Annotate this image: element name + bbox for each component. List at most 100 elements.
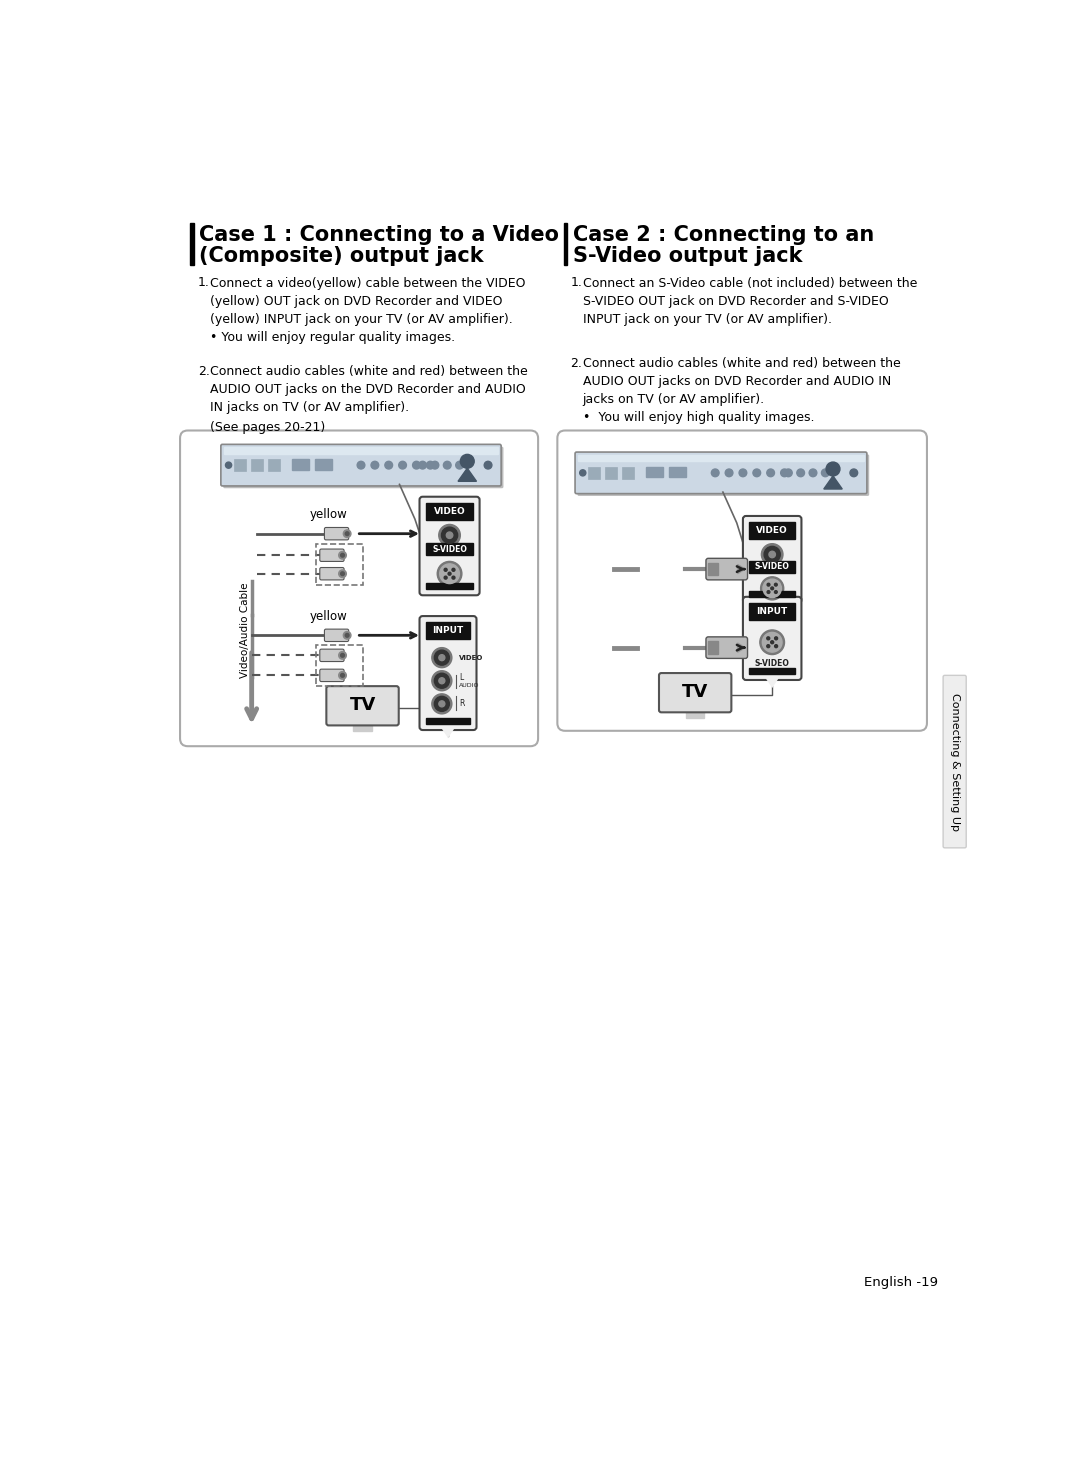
Bar xyxy=(589,466,600,479)
Circle shape xyxy=(739,469,746,476)
Circle shape xyxy=(440,564,459,584)
Circle shape xyxy=(809,469,816,476)
Bar xyxy=(750,560,795,573)
Bar xyxy=(708,641,717,654)
Bar xyxy=(314,459,332,470)
Circle shape xyxy=(774,645,778,648)
Circle shape xyxy=(339,551,347,559)
Circle shape xyxy=(442,528,458,544)
FancyBboxPatch shape xyxy=(320,669,345,682)
FancyBboxPatch shape xyxy=(419,616,476,731)
Circle shape xyxy=(767,645,770,648)
Text: Case 2 : Connecting to an: Case 2 : Connecting to an xyxy=(572,225,874,245)
Bar xyxy=(708,563,717,575)
Circle shape xyxy=(432,648,451,667)
Bar xyxy=(750,591,795,597)
FancyBboxPatch shape xyxy=(557,431,927,731)
Circle shape xyxy=(767,469,774,476)
Circle shape xyxy=(434,697,449,711)
Circle shape xyxy=(432,694,451,714)
Text: S-Video output jack: S-Video output jack xyxy=(572,247,802,266)
Circle shape xyxy=(357,462,365,469)
Text: INPUT: INPUT xyxy=(757,607,787,616)
Bar xyxy=(646,466,663,478)
Circle shape xyxy=(767,637,770,639)
Polygon shape xyxy=(824,476,842,490)
Text: Connecting & Setting Up: Connecting & Setting Up xyxy=(949,692,960,831)
Circle shape xyxy=(797,469,805,476)
Circle shape xyxy=(340,553,345,557)
Circle shape xyxy=(484,462,491,469)
Bar xyxy=(750,522,795,539)
Circle shape xyxy=(444,576,447,579)
Circle shape xyxy=(340,673,345,678)
Circle shape xyxy=(431,462,438,469)
Circle shape xyxy=(346,634,349,637)
Bar xyxy=(750,603,795,620)
Circle shape xyxy=(761,544,783,566)
FancyBboxPatch shape xyxy=(326,686,399,725)
Text: yellow: yellow xyxy=(310,509,348,522)
Circle shape xyxy=(774,591,778,594)
Circle shape xyxy=(438,701,445,707)
Text: yellow: yellow xyxy=(310,610,348,623)
Circle shape xyxy=(769,551,775,557)
Polygon shape xyxy=(442,728,455,736)
Bar xyxy=(316,644,363,686)
Bar xyxy=(292,459,309,470)
Bar xyxy=(426,584,473,589)
FancyBboxPatch shape xyxy=(320,650,345,662)
Circle shape xyxy=(372,462,379,469)
FancyBboxPatch shape xyxy=(320,567,345,581)
Bar xyxy=(138,176,970,238)
Text: VIDEO: VIDEO xyxy=(459,654,483,660)
Bar xyxy=(426,542,473,556)
FancyBboxPatch shape xyxy=(706,559,747,579)
Text: Case 1 : Connecting to a Video: Case 1 : Connecting to a Video xyxy=(200,225,559,245)
Circle shape xyxy=(346,532,349,535)
Text: L: L xyxy=(459,673,463,682)
FancyBboxPatch shape xyxy=(575,453,867,494)
Circle shape xyxy=(767,591,770,594)
Circle shape xyxy=(339,570,347,578)
Bar xyxy=(622,466,634,479)
Bar xyxy=(578,456,864,462)
Circle shape xyxy=(762,632,782,653)
Circle shape xyxy=(771,587,773,589)
Text: VIDEO: VIDEO xyxy=(756,526,788,535)
FancyBboxPatch shape xyxy=(221,444,501,487)
Circle shape xyxy=(453,569,455,572)
Text: TV: TV xyxy=(683,684,708,701)
FancyBboxPatch shape xyxy=(659,673,731,713)
FancyBboxPatch shape xyxy=(578,454,869,495)
Polygon shape xyxy=(738,564,745,573)
Text: 1.: 1. xyxy=(198,276,210,290)
Circle shape xyxy=(446,532,453,538)
Circle shape xyxy=(453,576,455,579)
Circle shape xyxy=(413,462,420,469)
Circle shape xyxy=(437,562,462,587)
Circle shape xyxy=(444,462,451,469)
Bar xyxy=(750,667,795,673)
FancyBboxPatch shape xyxy=(743,516,801,603)
Circle shape xyxy=(340,572,345,576)
Text: S-VIDEO: S-VIDEO xyxy=(755,659,789,667)
Circle shape xyxy=(762,579,782,598)
Bar xyxy=(251,459,264,472)
Text: VIDEO: VIDEO xyxy=(434,507,465,516)
FancyBboxPatch shape xyxy=(180,431,538,747)
Polygon shape xyxy=(738,642,745,653)
Bar xyxy=(426,717,471,723)
Circle shape xyxy=(399,462,406,469)
Text: S-VIDEO: S-VIDEO xyxy=(432,544,467,554)
Text: 2.: 2. xyxy=(198,365,210,378)
Bar xyxy=(564,222,567,265)
Circle shape xyxy=(438,525,460,545)
Circle shape xyxy=(434,650,449,664)
Text: Connect a video(yellow) cable between the VIDEO
(yellow) OUT jack on DVD Recorde: Connect a video(yellow) cable between th… xyxy=(211,276,526,344)
FancyBboxPatch shape xyxy=(419,497,480,595)
Text: S-VIDEO: S-VIDEO xyxy=(755,563,789,572)
Text: Connect audio cables (white and red) between the
AUDIO OUT jacks on DVD Recorder: Connect audio cables (white and red) bet… xyxy=(583,357,901,425)
Bar xyxy=(268,459,280,472)
Circle shape xyxy=(771,641,773,644)
